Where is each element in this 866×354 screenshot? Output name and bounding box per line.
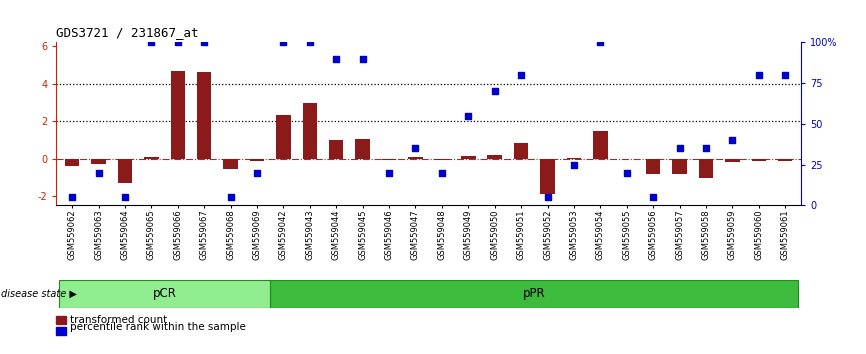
Bar — [593, 131, 608, 159]
Bar — [540, 159, 555, 194]
Text: GDS3721 / 231867_at: GDS3721 / 231867_at — [56, 26, 199, 39]
Bar — [270, 280, 798, 308]
Bar — [59, 280, 270, 308]
Bar — [249, 159, 264, 161]
Bar — [566, 158, 581, 159]
Point — [514, 72, 528, 78]
Text: disease state ▶: disease state ▶ — [1, 289, 77, 299]
Bar — [223, 159, 238, 169]
Point — [779, 72, 792, 78]
Bar — [752, 159, 766, 161]
Bar — [276, 115, 291, 159]
Point — [435, 170, 449, 176]
Bar — [646, 159, 661, 175]
Bar — [65, 159, 80, 166]
Point — [303, 40, 317, 45]
Bar — [461, 156, 475, 159]
Point — [197, 40, 211, 45]
Point — [329, 56, 343, 62]
Point — [620, 170, 634, 176]
Point — [145, 40, 158, 45]
Point — [171, 40, 184, 45]
Point — [92, 170, 106, 176]
Point — [540, 194, 554, 200]
Text: transformed count: transformed count — [70, 315, 167, 325]
Point — [673, 145, 687, 151]
Point — [462, 113, 475, 119]
Point — [488, 88, 501, 94]
Point — [382, 170, 396, 176]
Point — [699, 145, 713, 151]
Bar — [118, 159, 132, 183]
Point — [646, 194, 660, 200]
Bar — [408, 157, 423, 159]
Bar — [778, 159, 792, 161]
Bar — [382, 159, 397, 160]
Point — [409, 145, 423, 151]
Point — [276, 40, 290, 45]
Text: pCR: pCR — [152, 287, 177, 300]
Bar — [699, 159, 714, 178]
Point — [593, 40, 607, 45]
Bar — [435, 159, 449, 160]
Bar — [329, 140, 344, 159]
Point — [118, 194, 132, 200]
Point — [223, 194, 237, 200]
Text: pPR: pPR — [523, 287, 546, 300]
Bar — [672, 159, 687, 175]
Point — [726, 137, 740, 143]
Bar — [197, 73, 211, 159]
Point — [752, 72, 766, 78]
Bar — [725, 159, 740, 162]
Point — [65, 194, 79, 200]
Point — [567, 162, 581, 167]
Bar — [91, 159, 106, 164]
Point — [356, 56, 370, 62]
Bar — [144, 157, 158, 159]
Bar — [488, 155, 502, 159]
Bar — [302, 103, 317, 159]
Bar — [514, 143, 528, 159]
Text: percentile rank within the sample: percentile rank within the sample — [70, 322, 246, 332]
Bar — [355, 139, 370, 159]
Point — [250, 170, 264, 176]
Bar — [171, 72, 185, 159]
